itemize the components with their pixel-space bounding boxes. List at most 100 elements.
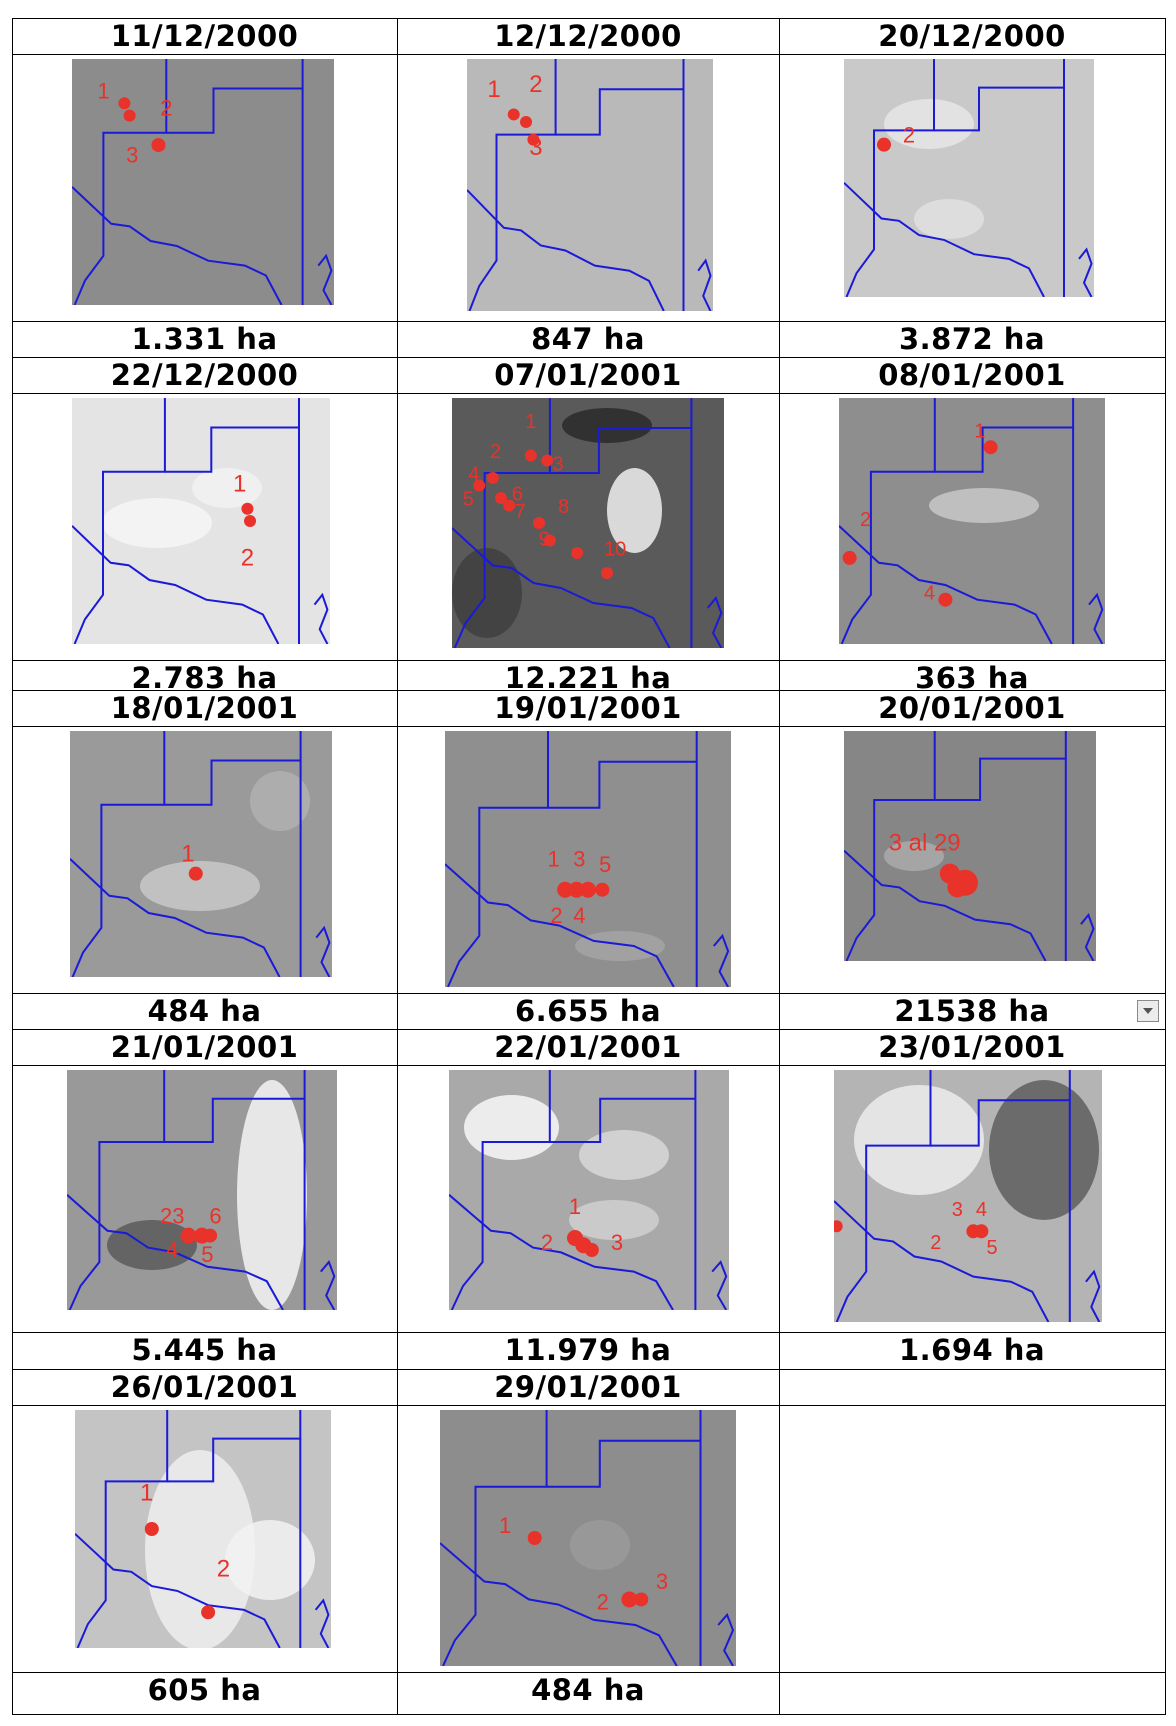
- region-border: [706, 596, 723, 648]
- region-border: [835, 1070, 932, 1322]
- fire-marker: [533, 517, 546, 529]
- fire-marker: [634, 1592, 649, 1607]
- fire-marker: [543, 534, 556, 547]
- cloud-patch: [250, 771, 310, 831]
- table-rule: [12, 393, 1166, 394]
- fire-label: 3: [656, 1569, 668, 1594]
- fire-label: 1: [140, 1479, 153, 1506]
- fire-label: 1: [548, 847, 560, 872]
- panel-burned-area: 6.655 ha: [514, 994, 662, 1028]
- table-rule: [12, 1672, 1166, 1673]
- panel-burned-area: 2.783 ha: [131, 661, 278, 695]
- table-rule: [12, 18, 1166, 19]
- fire-marker: [503, 499, 516, 512]
- chevron-down-icon: [1143, 1008, 1153, 1014]
- region-border: [449, 1194, 674, 1310]
- satellite-map: 23 6 4 5: [67, 1070, 337, 1310]
- cloud-patch: [225, 1520, 315, 1600]
- panel-date: 22/01/2001: [494, 1030, 682, 1064]
- satellite-map: 123: [440, 1410, 736, 1666]
- panel-date: 18/01/2001: [110, 691, 299, 725]
- region-border: [317, 253, 333, 305]
- map-background: [844, 59, 1094, 297]
- cloud-patch: [914, 199, 984, 239]
- fire-label: 1: [525, 411, 536, 433]
- region-border: [844, 182, 1045, 297]
- table-column-rule: [12, 18, 13, 1715]
- panel-date: 22/12/2000: [110, 358, 299, 392]
- region-border: [446, 731, 549, 987]
- panel-burned-area: 1.331 ha: [131, 322, 278, 356]
- table-rule: [12, 993, 1166, 994]
- fire-label: 1: [233, 470, 246, 497]
- fire-label: 2: [241, 544, 254, 571]
- region-border: [555, 59, 685, 136]
- panel-burned-area: 1.694 ha: [898, 1333, 1046, 1367]
- fire-label: 2: [550, 903, 562, 928]
- fire-marker: [947, 877, 968, 898]
- region-border: [68, 1070, 166, 1310]
- satellite-map: 123: [72, 59, 334, 305]
- table-rule: [12, 357, 1166, 358]
- satellite-map: 3 4 2 5: [834, 1070, 1102, 1322]
- fire-marker: [580, 881, 596, 898]
- fire-label: 4: [924, 583, 935, 605]
- fire-label: 1: [487, 76, 500, 103]
- table-rule: [12, 690, 1166, 691]
- panel-burned-area: 5.445 ha: [131, 1333, 278, 1367]
- satellite-map: 12: [75, 1410, 331, 1648]
- region-border: [164, 398, 300, 473]
- fire-marker: [180, 1227, 197, 1244]
- region-border: [1078, 247, 1093, 297]
- fire-marker: [151, 138, 166, 153]
- cloud-patch: [140, 861, 260, 911]
- cloud-patch: [562, 408, 652, 443]
- fire-label: 4: [468, 464, 479, 486]
- region-border: [934, 398, 1075, 473]
- region-border: [549, 1070, 697, 1143]
- region-border: [75, 1533, 281, 1648]
- cloud-patch: [884, 99, 974, 149]
- panel-burned-area: 847 ha: [531, 322, 645, 356]
- fire-marker: [201, 1605, 216, 1620]
- table-rule: [12, 1065, 1166, 1066]
- region-border: [167, 1410, 302, 1483]
- fire-label: 9: [539, 529, 550, 551]
- fire-marker: [568, 881, 585, 898]
- region-border: [164, 1070, 306, 1143]
- cloud-patch: [575, 931, 665, 961]
- fire-marker: [557, 881, 574, 898]
- cloud-patch: [237, 1080, 307, 1310]
- panel-date: 21/01/2001: [110, 1030, 299, 1064]
- fire-marker: [974, 1224, 989, 1239]
- fire-marker: [494, 492, 507, 504]
- fire-marker: [842, 550, 857, 565]
- panel-burned-area: 605 ha: [147, 1673, 262, 1707]
- table-rule: [12, 1714, 1166, 1715]
- region-border: [1085, 1269, 1101, 1322]
- fire-marker: [244, 515, 257, 527]
- region-border: [314, 1598, 330, 1648]
- panel-burned-area: 21538 ha: [894, 994, 1050, 1028]
- fire-marker: [118, 97, 131, 110]
- dropdown-button[interactable]: [1137, 1000, 1159, 1022]
- region-border: [1080, 913, 1095, 961]
- cloud-patch: [192, 468, 262, 508]
- region-border: [845, 59, 935, 297]
- table-rule: [12, 726, 1166, 727]
- panel-date: 23/01/2001: [878, 1030, 1066, 1064]
- fire-marker: [188, 866, 203, 881]
- region-border: [930, 1070, 1071, 1147]
- panel-burned-area: 12.221 ha: [504, 661, 672, 695]
- region-border: [452, 527, 671, 648]
- fire-label: 3: [529, 134, 542, 161]
- fire-marker: [983, 440, 998, 455]
- satellite-map: 3 al 29: [844, 731, 1096, 961]
- region-border: [76, 1410, 169, 1648]
- cloud-patch: [569, 1200, 659, 1240]
- map-background: [844, 731, 1096, 961]
- region-border: [72, 525, 280, 644]
- panel-date: 11/12/2000: [110, 19, 299, 53]
